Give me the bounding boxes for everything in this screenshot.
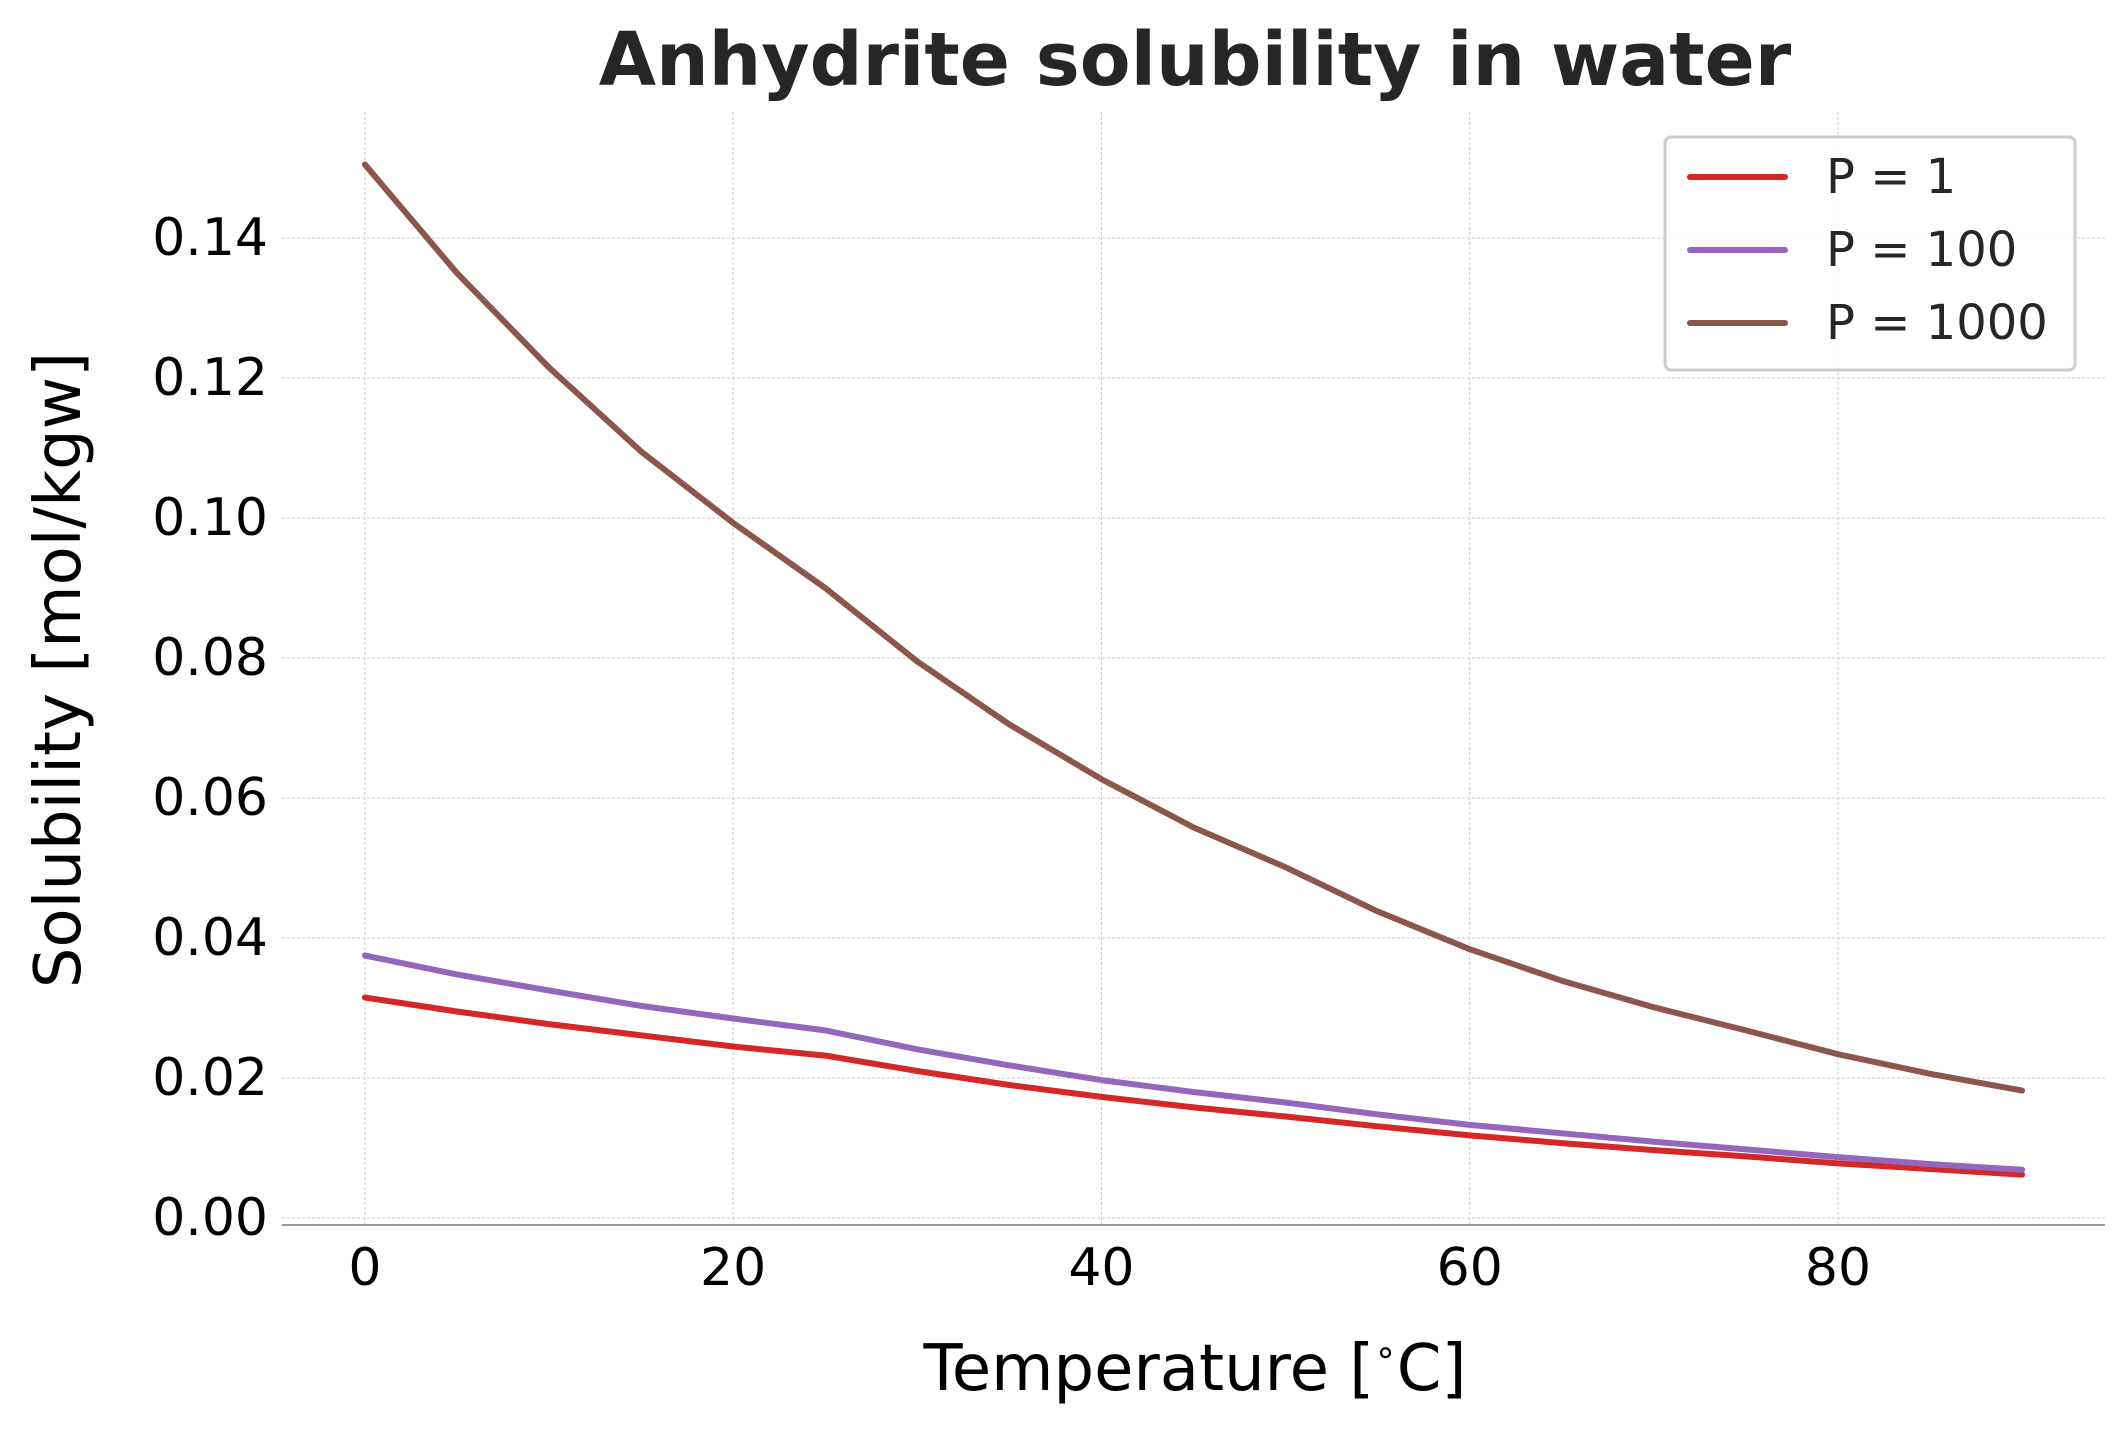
y-tick-label: 0.00: [152, 1188, 268, 1248]
x-tick-label: 0: [348, 1238, 381, 1298]
x-axis-label-degree: ∘: [1374, 1332, 1397, 1373]
chart-title: Anhydrite solubility in water: [599, 17, 1792, 103]
x-tick-label: 60: [1437, 1238, 1503, 1298]
x-tick-labels: 0 20 40 60 80: [348, 1238, 1871, 1298]
x-tick-label: 40: [1068, 1238, 1134, 1298]
y-tick-label: 0.10: [152, 488, 268, 548]
y-axis-label: Solubility [mol/kgw]: [22, 352, 96, 988]
legend-label-3: P = 1000: [1826, 295, 2048, 351]
y-tick-label: 0.08: [152, 628, 268, 688]
y-tick-label: 0.04: [152, 908, 268, 968]
series-line-1: [361, 994, 2026, 1178]
legend-label-1: P = 1: [1826, 149, 1956, 205]
x-axis-label: Temperature [∘C]: [923, 1332, 1467, 1406]
x-tick-label: 80: [1805, 1238, 1871, 1298]
plot-area: [361, 161, 2026, 1178]
x-axis-label-before: Temperature [: [923, 1332, 1375, 1406]
grid-lines: [282, 112, 2105, 1225]
y-tick-label: 0.02: [152, 1048, 268, 1108]
legend-label-2: P = 100: [1826, 222, 2017, 278]
legend: P = 1 P = 100 P = 1000: [1663, 135, 2077, 372]
x-axis-label-after: C]: [1397, 1332, 1467, 1406]
legend-box: [1663, 135, 2077, 372]
y-tick-label: 0.12: [152, 348, 268, 408]
y-tick-label: 0.06: [152, 768, 268, 828]
series-line-3: [361, 161, 2026, 1094]
y-tick-label: 0.14: [152, 208, 268, 268]
x-tick-label: 20: [700, 1238, 766, 1298]
series-line-2: [361, 952, 2026, 1173]
y-tick-labels: 0.00 0.02 0.04 0.06 0.08 0.10 0.12 0.14: [152, 208, 268, 1248]
